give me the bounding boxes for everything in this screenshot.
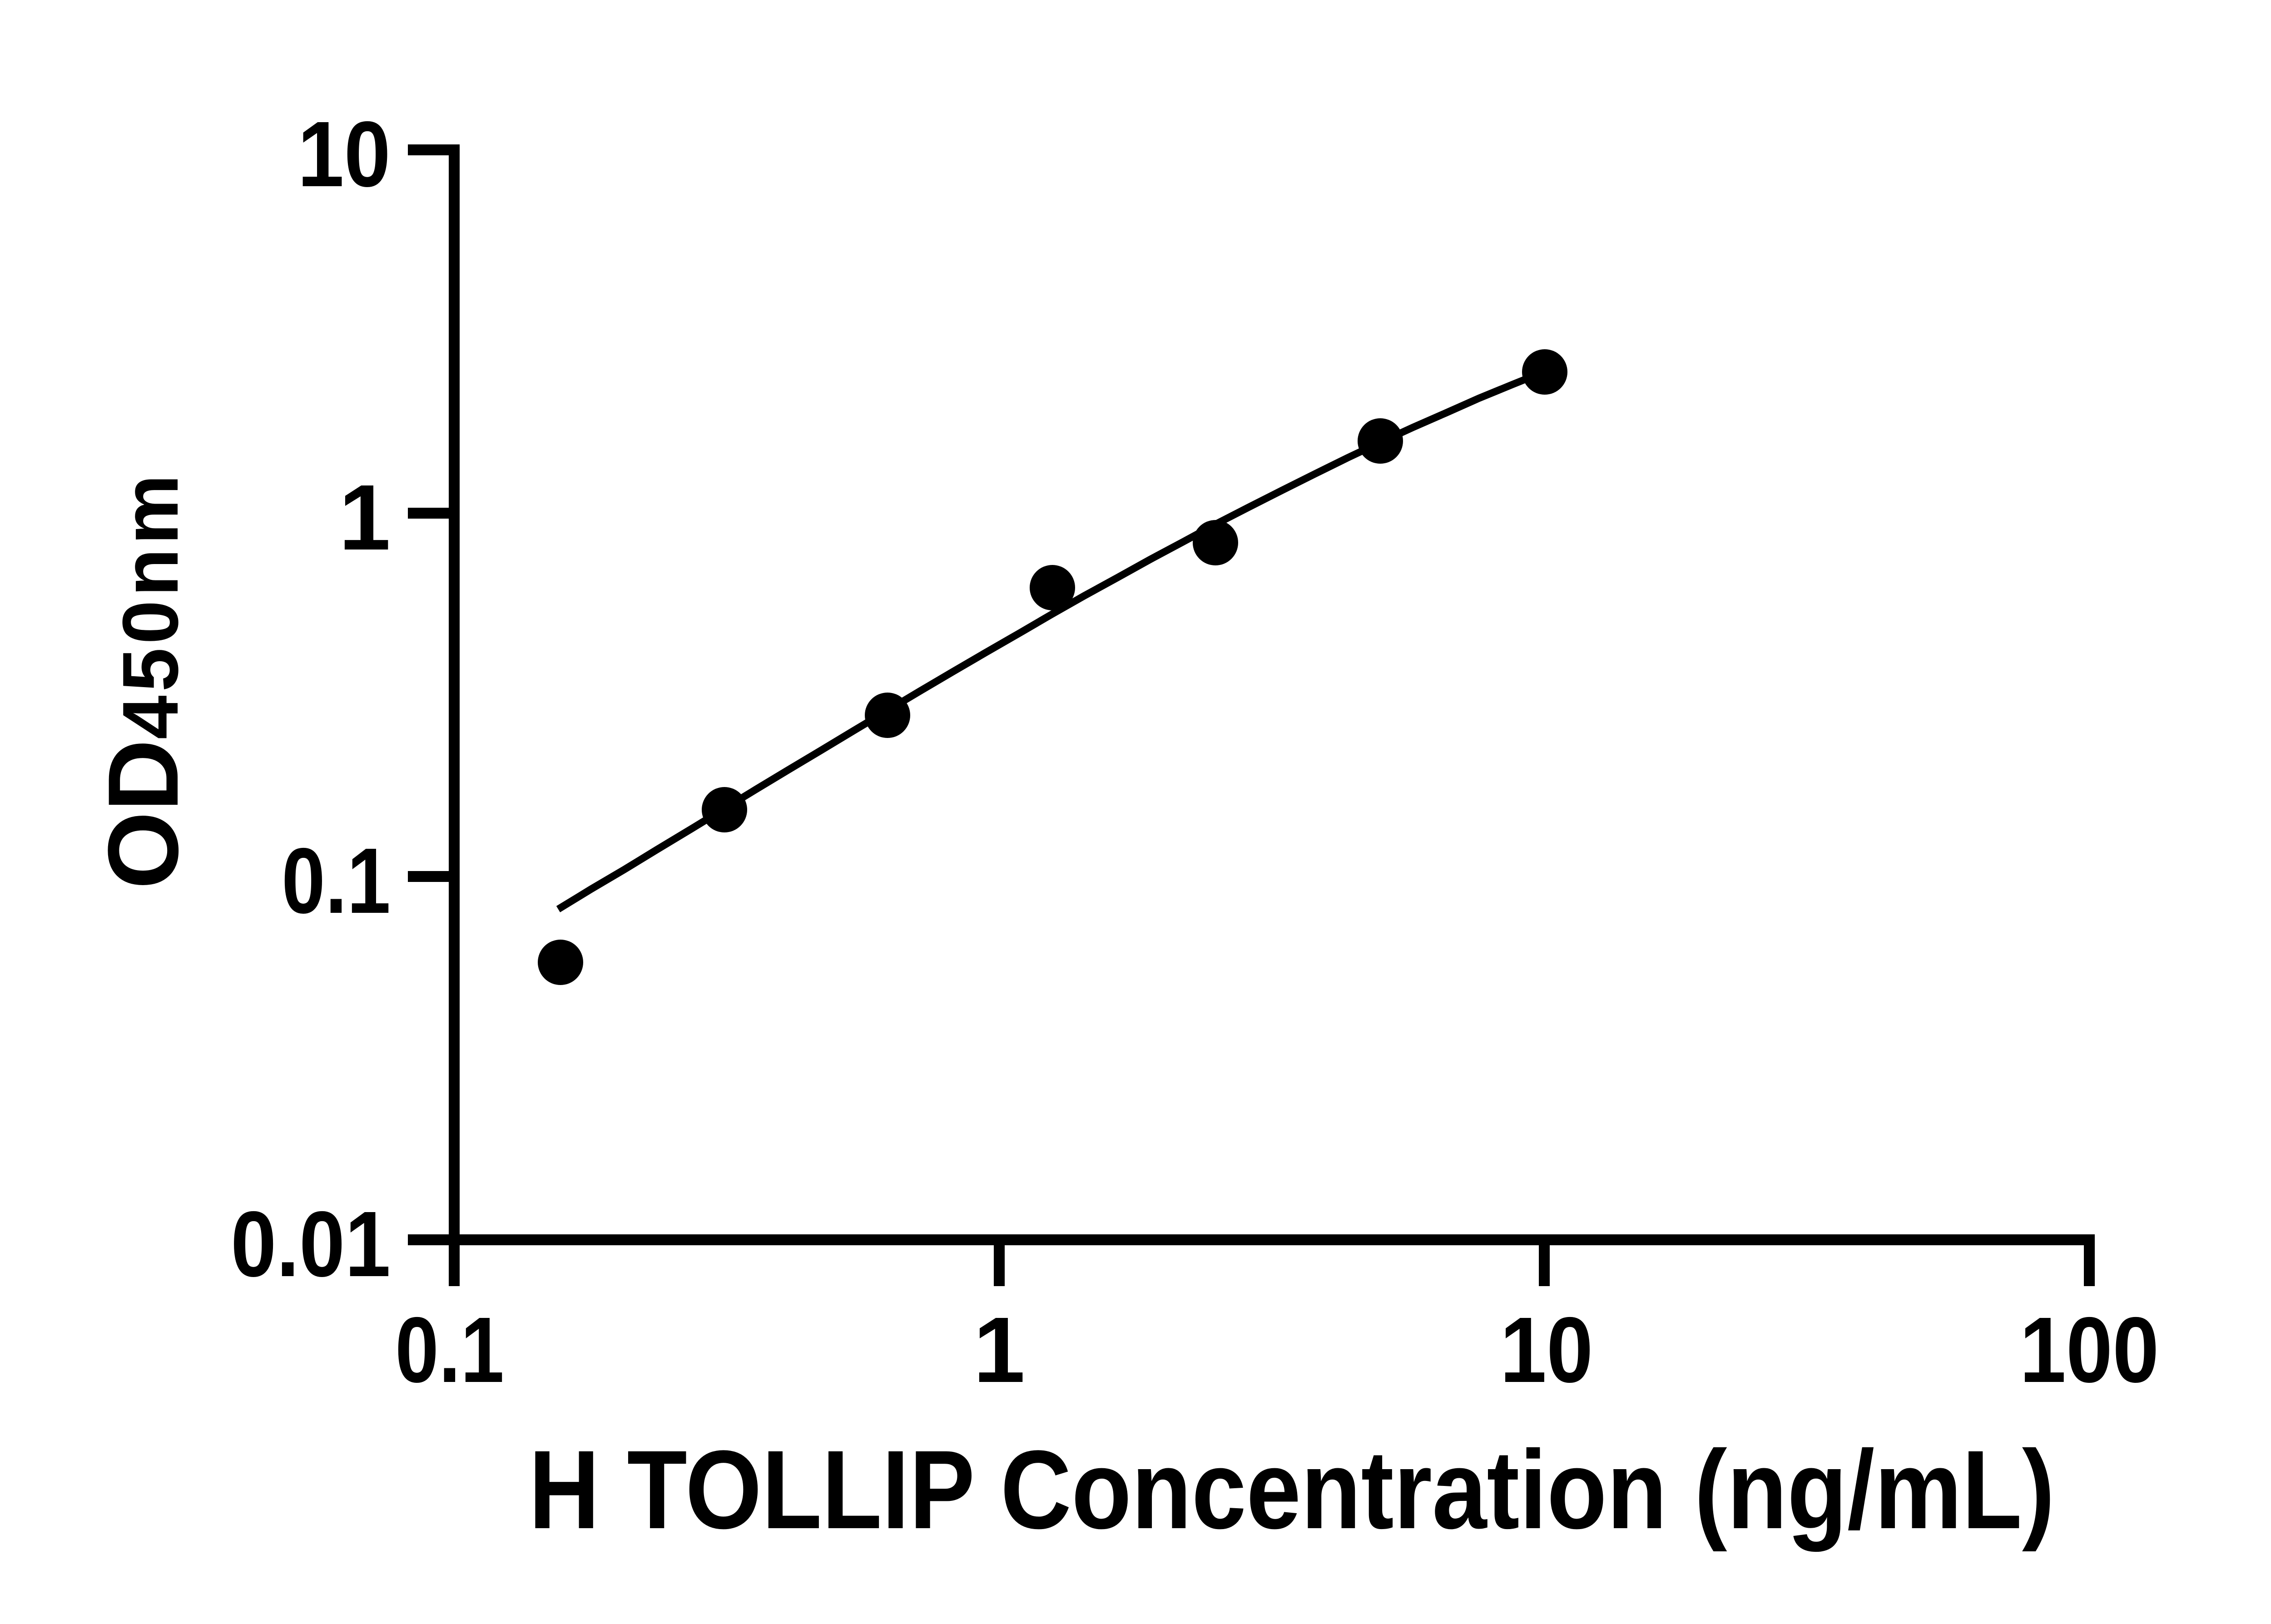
svg-text:0.01: 0.01 — [231, 1192, 391, 1296]
svg-text:0.1: 0.1 — [395, 1298, 504, 1402]
svg-text:1: 1 — [973, 1298, 1025, 1402]
svg-text:10: 10 — [298, 102, 391, 206]
svg-text:1: 1 — [339, 465, 391, 569]
svg-text:10: 10 — [1500, 1298, 1593, 1402]
svg-text:H TOLLIP Concentration (ng/mL): H TOLLIP Concentration (ng/mL) — [529, 1427, 2055, 1552]
svg-text:100: 100 — [2020, 1298, 2159, 1402]
svg-text:OD450nm: OD450nm — [87, 471, 199, 889]
svg-text:0.1: 0.1 — [282, 829, 391, 933]
